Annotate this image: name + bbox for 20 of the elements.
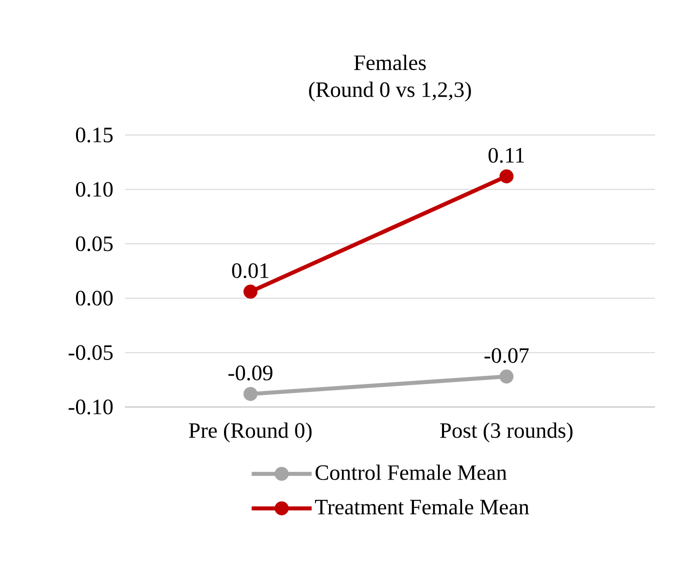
y-tick-label: -0.05 (68, 345, 113, 360)
x-tick-label: Pre (Round 0) (188, 422, 312, 442)
data-label: -0.07 (484, 348, 529, 364)
point (500, 169, 514, 184)
y-tick-label: 0.00 (76, 290, 113, 306)
chart-subtitle: (Round 0 vs 1,2,3) (309, 82, 471, 102)
point (243, 284, 258, 299)
y-tick-label: 0.05 (76, 236, 113, 252)
legend-label: Control Female Mean (316, 464, 507, 480)
point (243, 386, 258, 401)
y-tick-label: -0.10 (68, 400, 113, 414)
y-tick-label: 0.15 (76, 128, 113, 142)
y-tick-label: 0.10 (76, 182, 113, 197)
data-label: -0.09 (228, 366, 272, 380)
x-tick-label: Post (3 rounds) (440, 422, 572, 442)
legend-label: Treatment Female Mean (315, 499, 530, 515)
data-label: 0.11 (488, 148, 524, 163)
chart-title: Females (354, 54, 426, 70)
data-label: 0.01 (232, 263, 268, 278)
point (500, 370, 514, 384)
